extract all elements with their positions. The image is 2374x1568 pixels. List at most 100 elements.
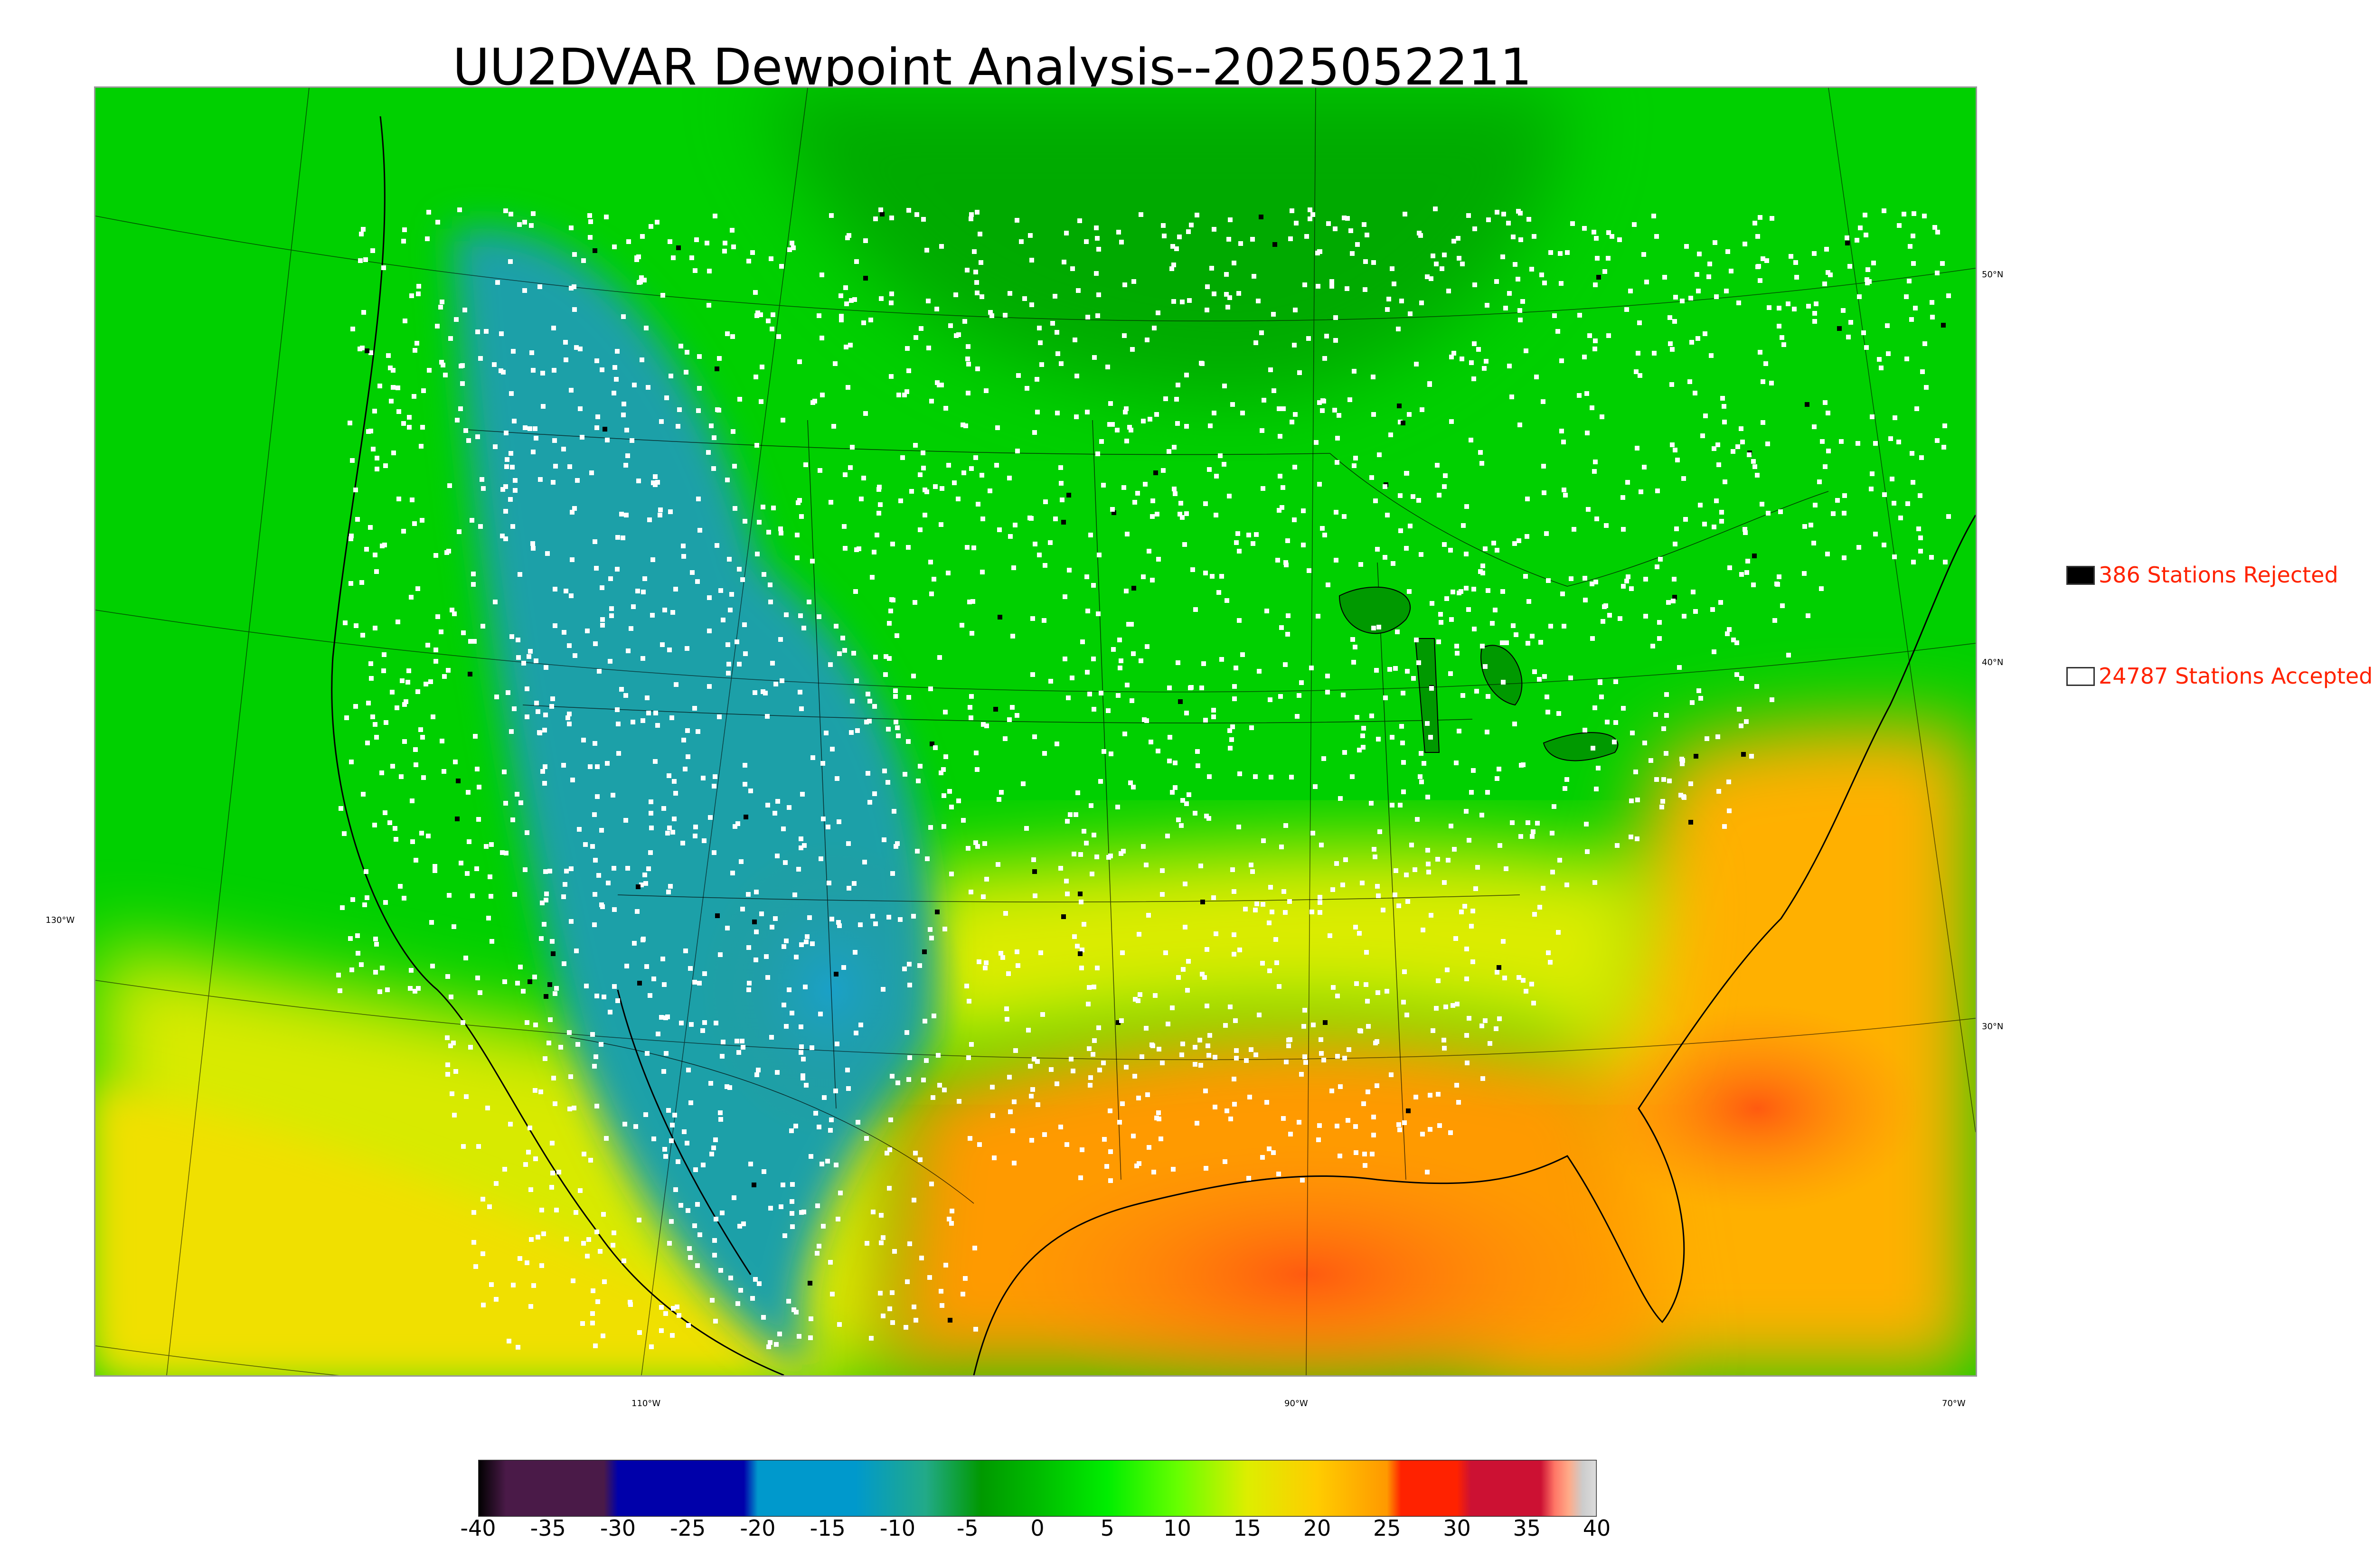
station-marker bbox=[1657, 620, 1662, 625]
station-marker bbox=[1250, 237, 1255, 242]
station-marker bbox=[1167, 685, 1172, 690]
station-marker bbox=[439, 360, 444, 365]
station-marker bbox=[547, 869, 552, 873]
station-marker bbox=[813, 1111, 818, 1116]
station-marker bbox=[919, 326, 923, 331]
station-marker bbox=[768, 1340, 772, 1345]
station-marker bbox=[1710, 607, 1715, 612]
station-marker bbox=[1371, 626, 1376, 630]
station-marker bbox=[1004, 1006, 1009, 1011]
station-marker bbox=[1865, 267, 1870, 272]
station-marker bbox=[1214, 513, 1218, 517]
station-marker bbox=[858, 1023, 863, 1027]
station-marker bbox=[1074, 812, 1078, 817]
station-marker bbox=[358, 258, 363, 263]
station-marker bbox=[1643, 577, 1648, 582]
station-marker bbox=[663, 1311, 668, 1316]
station-marker bbox=[826, 825, 830, 829]
station-marker bbox=[1621, 706, 1626, 711]
station-marker bbox=[1882, 492, 1887, 497]
station-marker bbox=[485, 1106, 490, 1110]
station-marker bbox=[1074, 374, 1079, 378]
station-marker bbox=[625, 866, 630, 871]
station-marker bbox=[1446, 289, 1451, 293]
station-marker bbox=[1485, 730, 1489, 734]
station-marker bbox=[1267, 968, 1272, 973]
station-marker bbox=[537, 284, 542, 289]
station-marker bbox=[1716, 789, 1721, 794]
great-lakes bbox=[1338, 586, 1619, 761]
station-marker bbox=[1653, 712, 1658, 717]
station-marker bbox=[802, 843, 807, 848]
station-marker bbox=[476, 1144, 481, 1149]
station-marker bbox=[975, 844, 980, 849]
station-marker bbox=[849, 298, 854, 303]
station-marker bbox=[928, 560, 933, 564]
station-marker bbox=[1350, 251, 1355, 256]
station-marker bbox=[539, 936, 544, 941]
station-marker bbox=[1521, 978, 1526, 983]
colorbar-tick-label: -25 bbox=[670, 1515, 706, 1541]
station-marker bbox=[1809, 523, 1813, 527]
station-marker bbox=[1411, 494, 1415, 499]
station-marker bbox=[1513, 262, 1517, 267]
station-marker bbox=[1127, 425, 1132, 430]
station-marker bbox=[1670, 442, 1675, 447]
station-marker bbox=[1299, 680, 1304, 685]
station-marker bbox=[1437, 493, 1441, 498]
station-marker bbox=[1584, 822, 1589, 826]
station-marker bbox=[477, 785, 481, 789]
station-marker bbox=[887, 1306, 892, 1311]
station-marker bbox=[1531, 829, 1536, 834]
station-marker bbox=[615, 349, 620, 354]
station-markers bbox=[336, 207, 1951, 1350]
station-marker bbox=[1259, 330, 1264, 335]
station-marker bbox=[721, 1040, 725, 1044]
station-marker bbox=[1332, 408, 1337, 413]
station-marker bbox=[889, 300, 894, 305]
station-marker bbox=[1053, 516, 1058, 521]
station-marker bbox=[1842, 493, 1847, 498]
station-marker bbox=[863, 276, 868, 281]
station-marker bbox=[1038, 340, 1043, 345]
station-marker bbox=[682, 1129, 687, 1134]
station-marker bbox=[967, 600, 972, 604]
station-marker bbox=[1342, 514, 1347, 519]
station-marker bbox=[1812, 319, 1817, 324]
station-marker bbox=[1264, 609, 1269, 613]
station-marker bbox=[1075, 790, 1080, 795]
station-marker bbox=[452, 611, 457, 616]
station-marker bbox=[762, 1169, 766, 1174]
station-marker bbox=[1293, 412, 1298, 417]
station-marker bbox=[425, 643, 430, 648]
station-marker bbox=[1015, 218, 1019, 223]
station-marker bbox=[1600, 414, 1604, 419]
station-marker bbox=[807, 915, 812, 920]
station-marker bbox=[435, 220, 440, 225]
station-marker bbox=[1136, 1096, 1141, 1100]
station-marker bbox=[1918, 549, 1923, 554]
station-marker bbox=[904, 1325, 908, 1330]
station-marker bbox=[1517, 308, 1522, 313]
station-marker bbox=[639, 883, 644, 887]
station-marker bbox=[1531, 1001, 1536, 1005]
station-marker bbox=[416, 284, 421, 289]
station-marker bbox=[527, 654, 531, 659]
station-marker bbox=[1765, 441, 1770, 446]
station-marker bbox=[940, 1303, 944, 1308]
station-marker bbox=[1150, 578, 1155, 582]
station-marker bbox=[1684, 244, 1689, 249]
station-marker bbox=[1341, 693, 1346, 697]
station-marker bbox=[1295, 714, 1300, 719]
station-marker bbox=[1654, 234, 1659, 239]
station-marker bbox=[381, 668, 386, 673]
station-marker bbox=[1607, 613, 1612, 618]
station-marker bbox=[668, 884, 673, 889]
station-marker bbox=[980, 516, 985, 521]
station-marker bbox=[828, 662, 833, 667]
station-marker bbox=[1743, 527, 1747, 532]
station-marker bbox=[743, 519, 747, 524]
station-marker bbox=[637, 981, 642, 986]
station-marker bbox=[790, 1011, 794, 1015]
station-marker bbox=[1195, 749, 1200, 754]
